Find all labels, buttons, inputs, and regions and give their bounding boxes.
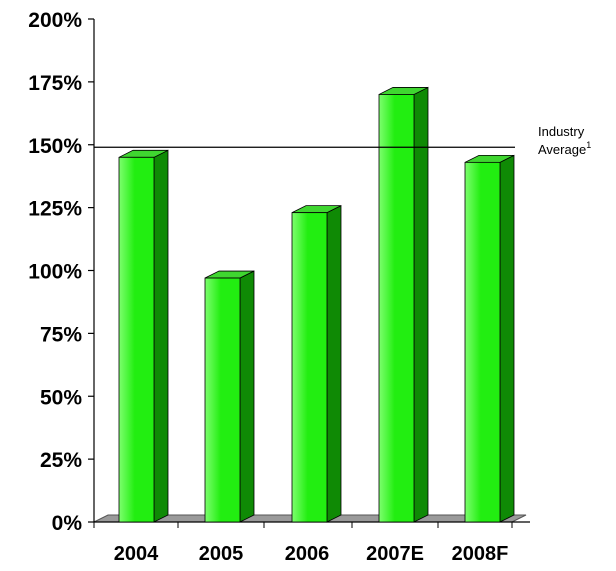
category-label-2: 2006 <box>285 543 330 565</box>
bar-front-4 <box>464 161 501 523</box>
y-tick-label-6: 150% <box>28 135 82 158</box>
bar-2006 <box>291 205 342 523</box>
bar-front-2 <box>291 212 328 523</box>
bar-side-1 <box>239 270 255 523</box>
y-tick-label-0: 0% <box>52 512 83 535</box>
bar-2005 <box>204 270 255 523</box>
y-tick-label-7: 175% <box>28 72 82 95</box>
y-tick-label-3: 75% <box>40 323 82 346</box>
reference-label-line1: Industry <box>538 124 585 139</box>
y-tick-label-1: 25% <box>40 449 82 472</box>
bar-2008F <box>464 154 515 523</box>
y-tick-label-8: 200% <box>28 9 82 32</box>
bar-2007E <box>378 86 429 523</box>
bar-2004 <box>118 149 169 523</box>
y-tick-labels: 0% 25% 50% 75% 100% 125% 150% 175% 200% <box>28 9 82 535</box>
category-label-4: 2008F <box>452 543 509 565</box>
x-category-labels: 2004 2005 2006 2007E 2008F <box>114 543 509 565</box>
reference-label-footnote: 1 <box>586 140 591 150</box>
category-label-1: 2005 <box>199 543 244 565</box>
y-tick-label-4: 100% <box>28 261 82 284</box>
bar-front-0 <box>118 156 155 523</box>
y-tick-label-5: 125% <box>28 198 82 221</box>
y-axis <box>88 18 95 523</box>
y-tick-label-2: 50% <box>40 386 82 409</box>
bar-side-0 <box>153 149 169 523</box>
category-label-0: 2004 <box>114 543 159 565</box>
reference-label-line2: Average1 <box>538 140 591 157</box>
bar-front-1 <box>204 277 241 523</box>
reference-label-average: Average <box>538 142 586 157</box>
bar-front-3 <box>378 94 415 523</box>
bar-side-4 <box>499 154 515 523</box>
bars <box>118 86 515 523</box>
category-label-3: 2007E <box>366 543 424 565</box>
bar-side-3 <box>413 86 429 523</box>
bar-side-2 <box>326 205 342 523</box>
